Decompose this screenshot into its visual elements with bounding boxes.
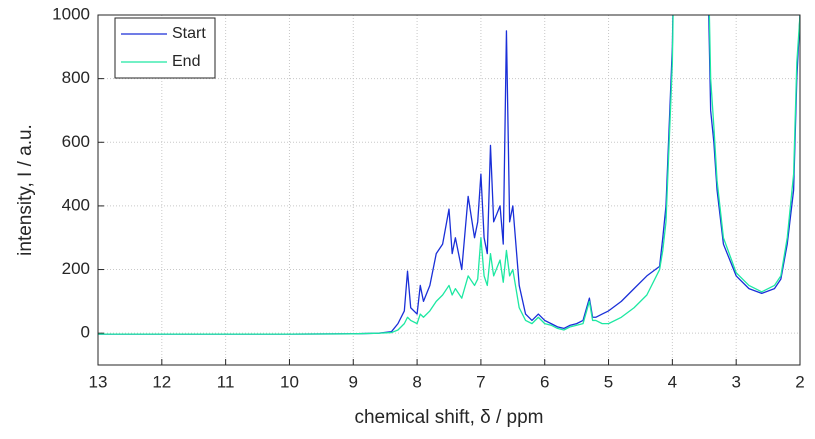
x-tick-label: 6 (540, 372, 549, 391)
x-axis-label: chemical shift, δ / ppm (354, 407, 543, 428)
y-tick-label: 600 (62, 132, 90, 151)
x-tick-label: 5 (604, 372, 613, 391)
y-axis-label: intensity, I / a.u. (15, 124, 36, 256)
x-tick-label: 7 (476, 372, 485, 391)
plot-frame (97, 14, 801, 366)
series-line (98, 15, 800, 335)
x-tick-label: 13 (89, 372, 108, 391)
x-tick-label: 4 (668, 372, 677, 391)
y-tick-label: 800 (62, 68, 90, 87)
y-tick-label: 0 (81, 323, 90, 342)
y-tick-label: 200 (62, 259, 90, 278)
x-tick-label: 10 (280, 372, 299, 391)
y-tick-label: 400 (62, 195, 90, 214)
x-tick-label: 11 (217, 372, 235, 391)
x-tick-label: 3 (731, 372, 740, 391)
y-tick-label: 1000 (52, 4, 90, 23)
plot-lines (98, 15, 800, 335)
x-tick-label: 8 (412, 372, 421, 391)
x-tick-label: 2 (795, 372, 804, 391)
legend-label: Start (172, 25, 206, 42)
x-tick-label: 12 (152, 372, 171, 391)
legend-box (114, 17, 216, 79)
x-tick-label: 9 (349, 372, 358, 391)
legend-label: End (172, 53, 200, 70)
